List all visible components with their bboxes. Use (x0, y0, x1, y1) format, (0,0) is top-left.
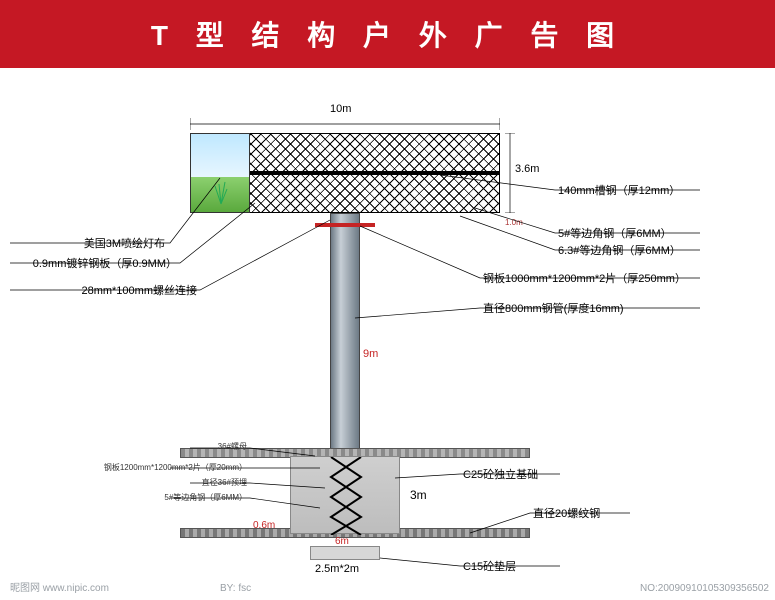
tiny-l-3: 5#等边角钢（厚6MM） (164, 492, 247, 503)
tiny-l-0: 36#螺母 (218, 441, 247, 452)
label-r-7: C15砼垫层 (463, 558, 516, 574)
label-r-2: 6.3#等边角钢（厚6MM） (558, 242, 681, 258)
label-r-0: 140mm槽钢（厚12mm） (558, 182, 680, 198)
label-r-5: C25砼独立基础 (463, 466, 538, 482)
label-r-1: 5#等边角钢（厚6MM） (558, 225, 672, 241)
label-l-1: 0.9mm镀锌钢板（厚0.9MM） (33, 255, 177, 271)
watermark-mid: BY: fsc (220, 583, 251, 594)
page-title: T 型 结 构 户 外 广 告 图 (151, 20, 624, 51)
watermark-right: NO:20090910105309356502 (640, 583, 769, 594)
leader-lines (0, 68, 775, 598)
diagram-canvas: 10m 3.6m 1.0m 9m 3m 6m 0.6m 2.5m*2m (0, 68, 775, 598)
tiny-l-2: 直径36#预埋 (202, 477, 247, 488)
label-r-6: 直径20螺纹钢 (533, 505, 600, 521)
label-l-0: 美国3M喷绘灯布 (84, 235, 165, 251)
label-l-2: 28mm*100mm螺丝连接 (81, 282, 197, 298)
header: T 型 结 构 户 外 广 告 图 (0, 0, 775, 68)
tiny-l-1: 钢板1200mm*1200mm*2片（厚20mm） (104, 462, 247, 473)
label-r-4: 直径800mm钢管(厚度16mm) (483, 300, 624, 316)
page: T 型 结 构 户 外 广 告 图 10m 3.6m 1.0m 9m 3m 6m… (0, 0, 775, 600)
label-r-3: 钢板1000mm*1200mm*2片（厚250mm） (483, 270, 686, 286)
watermark-left: 昵图网 www.nipic.com (10, 579, 109, 594)
